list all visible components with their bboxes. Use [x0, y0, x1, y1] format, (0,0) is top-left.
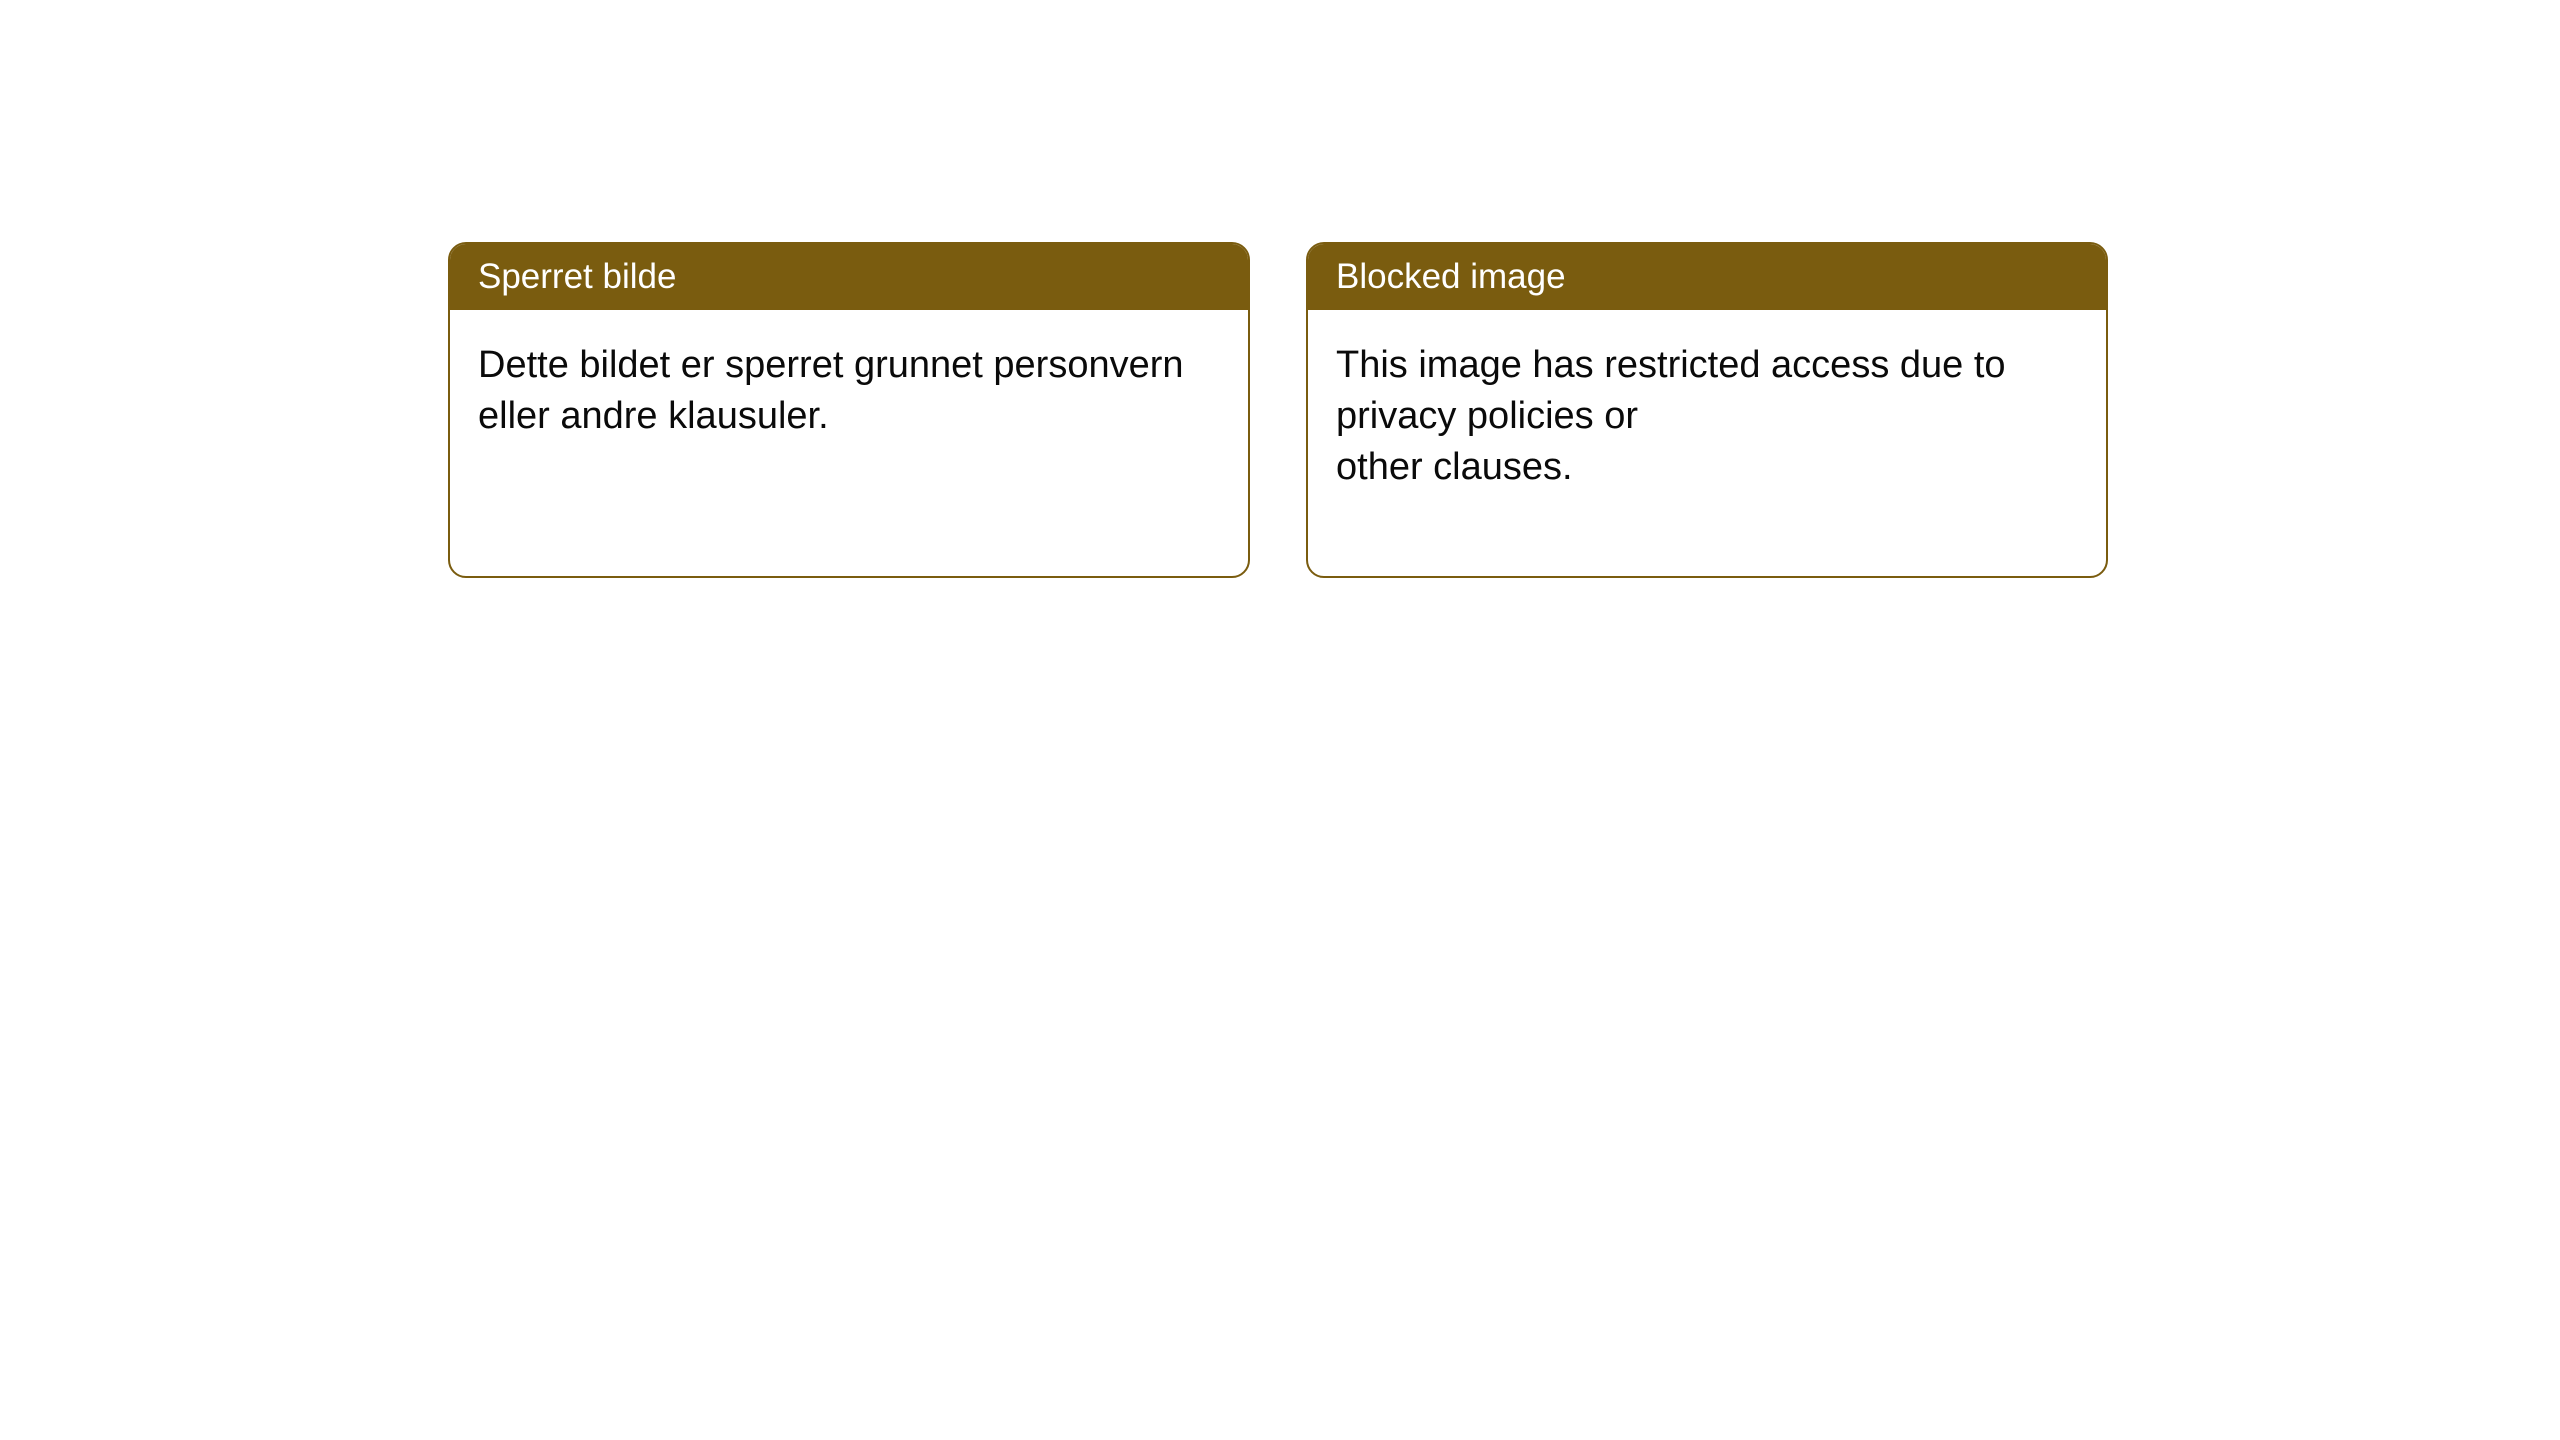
- card-body-en: This image has restricted access due to …: [1308, 310, 2106, 524]
- card-title-no: Sperret bilde: [450, 244, 1248, 310]
- blocked-image-cards: Sperret bilde Dette bildet er sperret gr…: [448, 242, 2560, 578]
- card-body-no: Dette bildet er sperret grunnet personve…: [450, 310, 1248, 473]
- blocked-image-card-en: Blocked image This image has restricted …: [1306, 242, 2108, 578]
- blocked-image-card-no: Sperret bilde Dette bildet er sperret gr…: [448, 242, 1250, 578]
- card-title-en: Blocked image: [1308, 244, 2106, 310]
